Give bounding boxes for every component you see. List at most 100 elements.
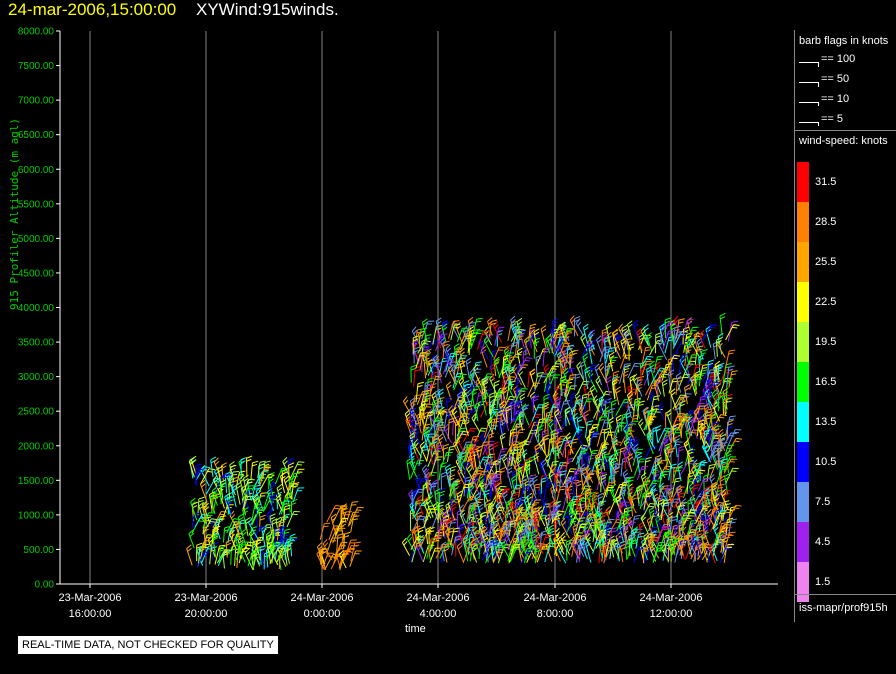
wind-barb — [340, 520, 347, 541]
wind-barb — [544, 453, 554, 474]
wind-barb — [416, 511, 423, 533]
x-tick-date: 23-Mar-2006 — [59, 592, 122, 604]
wind-barb — [276, 493, 283, 512]
wind-barb — [242, 507, 249, 529]
y-tick-label: 3500.00 — [18, 338, 55, 349]
wind-barb — [725, 467, 739, 485]
wind-barb — [290, 498, 298, 517]
y-tick-label: 7500.00 — [18, 61, 55, 72]
wind-barb — [274, 526, 281, 545]
color-scale-label: 22.5 — [815, 296, 837, 308]
wind-barb — [196, 546, 204, 567]
wind-barb — [217, 465, 224, 485]
wind-barb — [471, 544, 478, 563]
wind-barb — [326, 505, 342, 523]
wind-barb — [190, 497, 198, 521]
wind-barb — [595, 375, 605, 397]
wind-barb — [728, 370, 738, 388]
wind-barb — [194, 468, 205, 484]
plot-area: 0.00 500.00 1000.00 1500.00 2000.00 2500.00 30… — [18, 27, 778, 620]
barb-sample-icon — [799, 102, 819, 106]
wind-barb — [680, 498, 688, 519]
barb-legend-label: == 10 — [821, 93, 850, 105]
wind-barb — [655, 361, 663, 384]
y-tick-label: 6000.00 — [18, 165, 55, 176]
wind-barb — [221, 462, 228, 482]
wind-barb — [725, 324, 740, 341]
color-swatch — [797, 442, 809, 482]
wind-barb — [443, 423, 452, 444]
wind-barb — [462, 427, 477, 443]
x-tick-time: 12:00:00 — [650, 608, 693, 620]
wind-barb — [584, 420, 594, 438]
barb-legend-label: == 100 — [821, 53, 856, 65]
wind-barb — [421, 320, 435, 339]
chart-product-title: XYWind:915winds. — [196, 0, 339, 19]
wind-barb — [248, 517, 259, 540]
wind-barb — [346, 501, 359, 521]
x-tick-time: 16:00:00 — [69, 608, 112, 620]
wind-barb — [243, 485, 255, 501]
y-tick-label: 2000.00 — [18, 441, 55, 452]
wind-barb — [535, 354, 542, 377]
wind-barb — [674, 434, 681, 458]
legend-divider — [795, 130, 896, 131]
wind-barb — [259, 465, 272, 485]
barb-legend-label: == 50 — [821, 73, 850, 85]
wind-barb — [283, 504, 291, 522]
wind-barb — [186, 544, 193, 566]
wind-barb — [289, 472, 300, 488]
wind-barb — [638, 418, 646, 437]
wind-barb — [255, 496, 262, 519]
wind-barb — [247, 549, 260, 567]
color-scale-label: 4.5 — [815, 536, 831, 548]
wind-barb — [196, 542, 203, 562]
color-scale-label: 1.5 — [815, 576, 831, 588]
wind-barb — [559, 400, 571, 416]
wind-barb — [701, 324, 718, 343]
wind-barb — [251, 484, 261, 501]
wind-barb — [318, 547, 325, 568]
wind-barb — [200, 479, 208, 502]
color-swatch — [797, 562, 809, 602]
wind-barb — [665, 447, 675, 469]
wind-barb — [661, 379, 668, 397]
wind-barb — [615, 386, 621, 406]
wind-barb — [213, 457, 222, 478]
wind-barb — [721, 444, 735, 465]
wind-barb — [222, 549, 229, 569]
wind-barb — [470, 330, 484, 350]
wind-barb — [494, 326, 505, 346]
y-tick-label: 2500.00 — [18, 407, 55, 418]
wind-barb — [455, 322, 464, 345]
wind-barb — [349, 550, 362, 567]
wind-barb — [242, 474, 249, 493]
wind-barb — [342, 544, 358, 562]
wind-barb — [227, 497, 233, 517]
wind-barb — [242, 479, 255, 494]
wind-barb — [195, 463, 202, 486]
wind-barb — [212, 533, 219, 557]
x-tick-time: 0:00:00 — [304, 608, 341, 620]
wind-barb — [655, 424, 662, 444]
wind-barb — [219, 545, 226, 563]
wind-barb — [202, 518, 218, 535]
wind-barb — [229, 461, 235, 481]
wind-barb — [196, 551, 210, 568]
wind-barb — [440, 471, 447, 490]
y-tick-label: 8000.00 — [18, 27, 55, 38]
x-tick-date: 24-Mar-2006 — [291, 592, 354, 604]
wind-barb — [717, 332, 724, 355]
wind-barb — [229, 530, 237, 550]
wind-barb — [319, 522, 331, 540]
wind-barb — [279, 472, 286, 493]
speed-legend-title: wind-speed: knots — [799, 135, 888, 147]
wind-barb — [284, 540, 292, 560]
wind-barb — [719, 312, 726, 336]
wind-barb — [501, 539, 512, 562]
wind-barb — [643, 456, 652, 476]
color-swatch — [797, 162, 809, 202]
wind-barb — [197, 496, 205, 516]
legend-panel: barb flags in knots == 100 == 50 == 10 == 5… — [794, 30, 896, 622]
wind-barb — [509, 423, 523, 439]
